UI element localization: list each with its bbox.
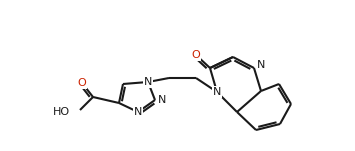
Text: HO: HO: [53, 107, 70, 117]
Text: O: O: [192, 50, 200, 60]
Text: N: N: [134, 107, 142, 117]
Text: N: N: [213, 87, 221, 97]
Text: N: N: [158, 95, 166, 105]
Text: N: N: [257, 60, 265, 70]
Text: O: O: [78, 78, 86, 88]
Text: N: N: [144, 77, 152, 87]
